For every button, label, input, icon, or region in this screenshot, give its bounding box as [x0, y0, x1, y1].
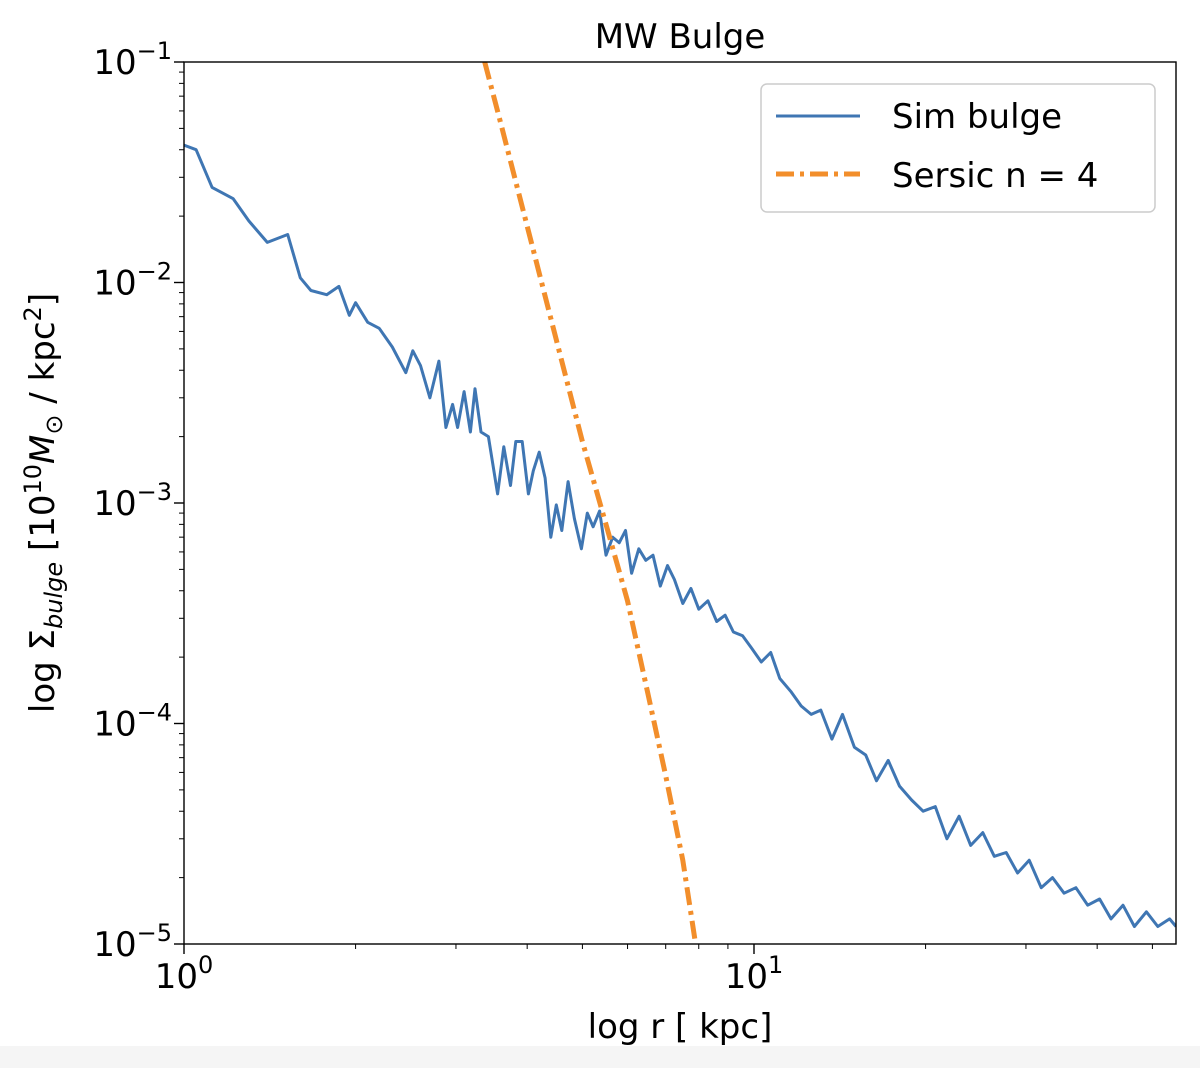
plot-area [184, 62, 1176, 944]
y-label-sun: ⊙ [40, 415, 68, 435]
series-line-1 [482, 62, 699, 944]
y-tick-label: 10−5 [93, 919, 172, 965]
x-axis-label: log r [ kpc] [588, 1007, 773, 1047]
x-axis-ticks: 100 101 [155, 944, 1153, 997]
x-tick-label: 100 [155, 951, 214, 997]
legend: Sim bulge Sersic n = 4 [760, 83, 1156, 213]
legend-label-sersic: Sersic n = 4 [892, 156, 1098, 196]
y-label-mid: / kpc [23, 321, 63, 414]
bottom-strip [0, 1046, 1200, 1068]
y-label-mass: M [23, 435, 63, 464]
y-tick-label: 10−3 [93, 478, 172, 524]
legend-label-sim-bulge: Sim bulge [892, 97, 1062, 137]
y-label-exp: 10 [19, 464, 47, 495]
y-label-sq: 2 [19, 306, 47, 321]
y-label-close: ] [23, 293, 63, 306]
y-tick-label: 10−2 [93, 258, 172, 304]
y-axis-label: log Σbulge [1010M⊙ / kpc2] [19, 293, 68, 713]
x-tick-label: 101 [725, 951, 784, 997]
y-label-open: [10 [23, 495, 63, 562]
chart-title: MW Bulge [595, 17, 766, 57]
y-label-subscript: bulge [40, 562, 68, 629]
series-line-0 [184, 143, 1176, 928]
y-axis-ticks: 10−1 10−2 10−3 10−4 10−5 [93, 37, 184, 965]
y-label-prefix: log Σ [23, 629, 63, 713]
y-tick-label: 10−1 [93, 37, 172, 83]
y-tick-label: 10−4 [93, 699, 172, 745]
